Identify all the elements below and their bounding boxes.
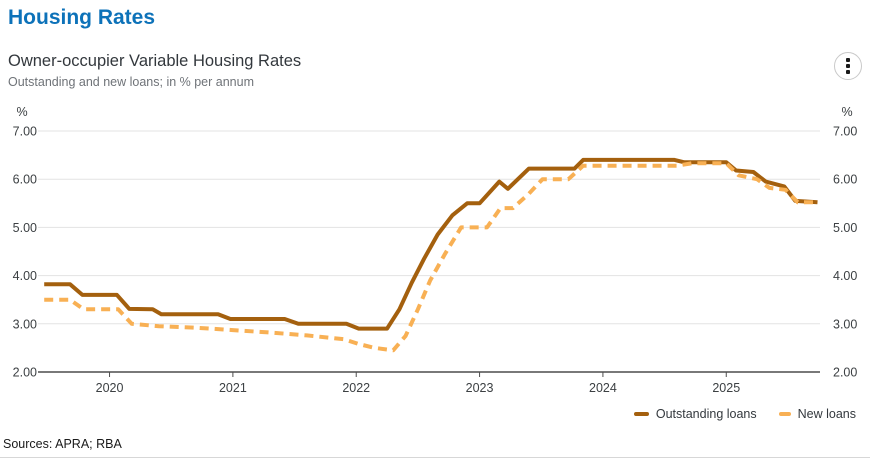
chart-title: Owner-occupier Variable Housing Rates (8, 52, 302, 70)
x-axis-label: 2024 (589, 381, 617, 395)
chart-subtitle: Outstanding and new loans; in % per annu… (8, 75, 254, 89)
x-axis-label: 2023 (466, 381, 494, 395)
y-axis-label-right: 2.00 (833, 366, 857, 380)
y-axis-label-left: 5.00 (13, 221, 37, 235)
legend-label: New loans (797, 407, 856, 421)
y-axis-label-left: 4.00 (13, 269, 37, 283)
y-axis-label-left: 2.00 (13, 366, 37, 380)
series-line-outstanding-loans[interactable] (44, 157, 818, 331)
kebab-menu-icon (846, 70, 850, 74)
legend-swatch-outstanding-loans (633, 412, 649, 416)
legend-item-outstanding-loans[interactable]: Outstanding loans (633, 407, 757, 421)
legend-item-new-loans[interactable]: New loans (778, 407, 856, 421)
legend-swatch-new-loans (778, 412, 791, 416)
x-axis-label: 2021 (219, 381, 247, 395)
x-axis-label: 2020 (96, 381, 124, 395)
bottom-divider (0, 457, 870, 458)
x-axis-label: 2025 (712, 381, 740, 395)
y-axis-label-right: 3.00 (833, 317, 857, 331)
kebab-menu-icon (846, 58, 850, 62)
y-axis-unit-left: % (16, 105, 27, 119)
series-line-new-loans[interactable] (44, 161, 818, 353)
y-axis-label-right: 6.00 (833, 173, 857, 187)
legend-label: Outstanding loans (655, 407, 757, 421)
y-axis-unit-right: % (841, 105, 852, 119)
page-title: Housing Rates (8, 6, 156, 29)
y-axis-label-left: 6.00 (13, 173, 37, 187)
chart-legend: Outstanding loans New loans (633, 407, 856, 421)
y-axis-label-left: 3.00 (13, 317, 37, 331)
y-axis-label-right: 4.00 (833, 269, 857, 283)
rates-chart-svg[interactable]: 2.00 2.00 3.00 3.00 4.00 4.00 5.00 5.00 6.00 6.00… (0, 100, 870, 400)
y-axis-label-right: 7.00 (833, 125, 857, 139)
y-axis-label-right: 5.00 (833, 221, 857, 235)
x-axis-label: 2022 (342, 381, 370, 395)
kebab-menu-icon (846, 64, 850, 68)
y-axis-label-left: 7.00 (13, 125, 37, 139)
sources-note: Sources: APRA; RBA (3, 437, 122, 451)
chart-options-button[interactable] (834, 52, 862, 80)
